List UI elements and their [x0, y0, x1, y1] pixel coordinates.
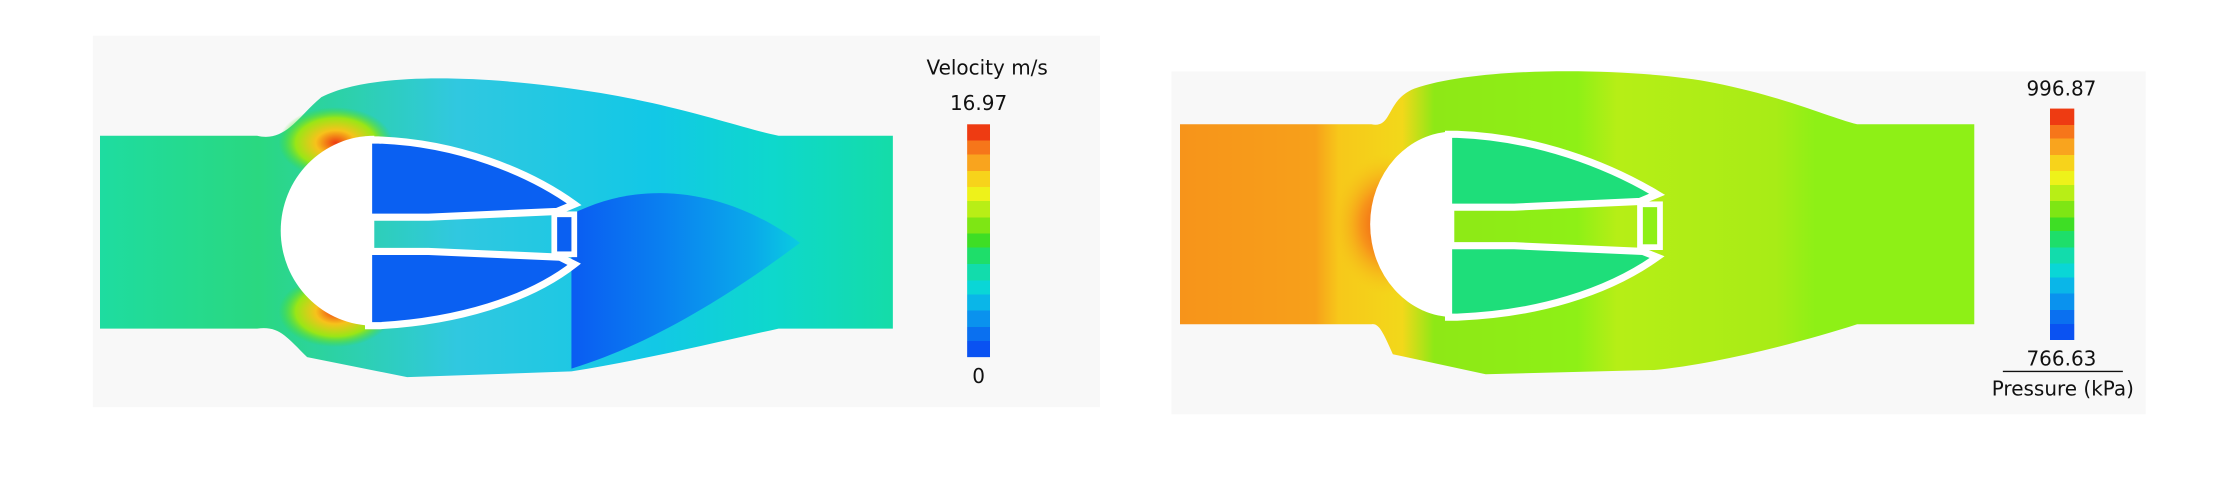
- valve-disc: [280, 135, 375, 326]
- legend-min: 766.63: [2026, 347, 2096, 371]
- pressure-panel: 996.87 766.63 Pressure (kPa): [1171, 71, 2146, 415]
- valve-poppet: [365, 136, 582, 330]
- legend-max: 996.87: [2026, 77, 2096, 101]
- valve-poppet: [1444, 130, 1666, 321]
- wake-region: [571, 193, 800, 369]
- legend-title: Pressure (kPa): [1992, 377, 2134, 401]
- legend-max: 16.97: [950, 91, 1007, 115]
- color-bar: [967, 124, 990, 358]
- valve-stem: [1637, 201, 1663, 250]
- valve-disc: [1370, 131, 1455, 318]
- velocity-panel: Velocity m/s 16.97 0: [92, 35, 1100, 408]
- legend-min: 0: [972, 364, 985, 388]
- legend-title: Velocity m/s: [926, 55, 1047, 79]
- color-bar: [2050, 108, 2075, 340]
- flow-domain: [1180, 71, 1975, 375]
- valve-stem: [551, 211, 578, 258]
